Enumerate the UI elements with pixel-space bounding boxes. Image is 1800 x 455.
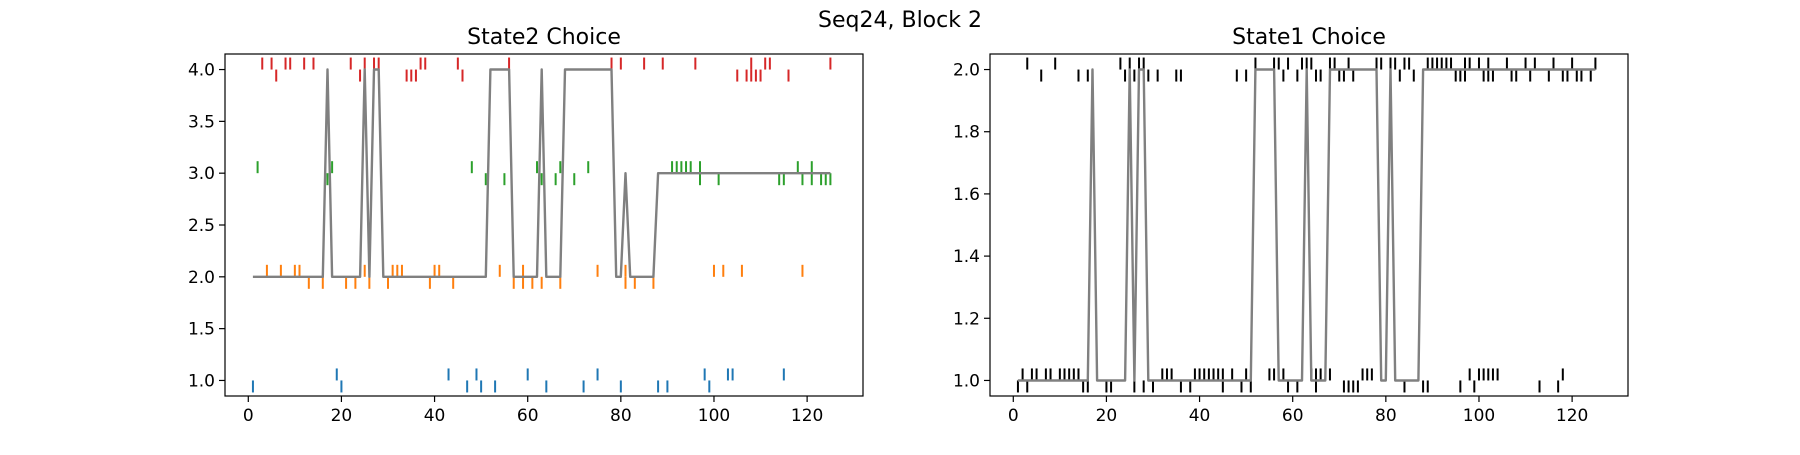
- y-tick-label: 1.0: [953, 371, 980, 391]
- x-tick-label: 20: [331, 406, 353, 426]
- chart-panel-2: State1 Choice 0 20 40 60 80 100 120 1.0 1.2 1.4 1.6…: [953, 25, 1629, 426]
- y-tick-label: 1.0: [188, 371, 215, 391]
- x-tick-label: 60: [517, 406, 539, 426]
- plot-frame: [224, 53, 864, 397]
- x-tick-label: 80: [610, 406, 632, 426]
- x-tick-label: 0: [1008, 406, 1019, 426]
- figure-suptitle: Seq24, Block 2: [818, 8, 982, 33]
- y-tick-label: 1.5: [188, 320, 215, 340]
- y-tick-label: 1.4: [953, 247, 980, 267]
- y-tick-label: 1.2: [953, 309, 980, 329]
- choice-series-line: [1017, 68, 1596, 382]
- y-tick-label: 1.8: [953, 123, 980, 143]
- x-tick-label: 80: [1375, 406, 1397, 426]
- x-tick-label: 100: [1463, 406, 1495, 426]
- chart-title: State1 Choice: [1232, 25, 1386, 50]
- x-tick-label: 20: [1096, 406, 1118, 426]
- chart-panel-1: State2 Choice 0 20 40 60 80 100 120 1.0 1.5 2.0 2.5…: [188, 25, 864, 426]
- x-tick-label: 60: [1282, 406, 1304, 426]
- y-tick-label: 2.0: [953, 61, 980, 81]
- plot-frame: [989, 53, 1629, 397]
- y-tick-label: 2.5: [188, 216, 215, 236]
- y-tick-label: 3.0: [188, 164, 215, 184]
- y-tick-label: 2.0: [188, 268, 215, 288]
- y-tick-label: 3.5: [188, 112, 215, 132]
- x-tick-label: 100: [698, 406, 730, 426]
- chart-title: State2 Choice: [467, 25, 621, 50]
- x-tick-label: 120: [791, 406, 823, 426]
- x-tick-label: 120: [1556, 406, 1588, 426]
- x-tick-label: 0: [243, 406, 254, 426]
- y-tick-label: 1.6: [953, 185, 980, 205]
- choice-series-line: [252, 68, 831, 278]
- y-tick-label: 4.0: [188, 61, 215, 81]
- x-tick-label: 40: [424, 406, 446, 426]
- x-tick-label: 40: [1189, 406, 1211, 426]
